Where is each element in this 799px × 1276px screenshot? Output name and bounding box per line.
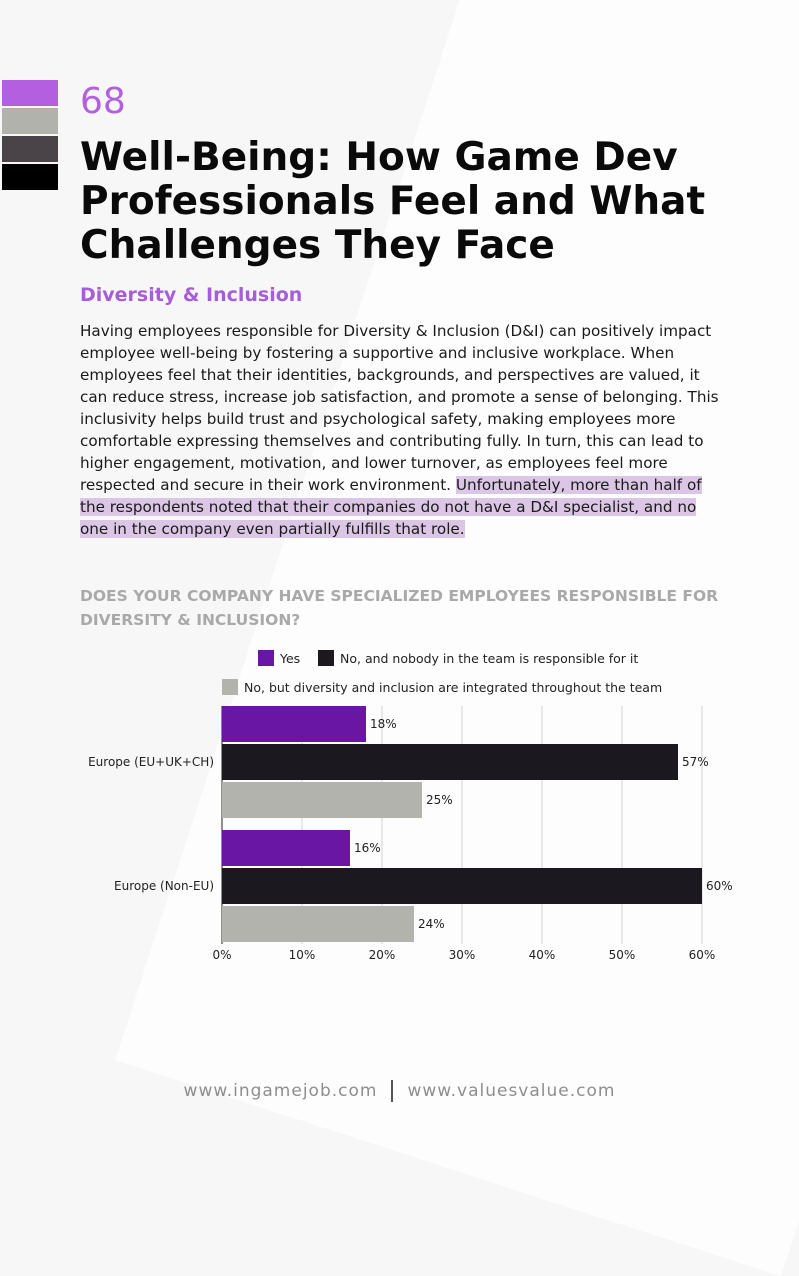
footer-separator bbox=[391, 1080, 394, 1102]
x-tick-label-3: 30% bbox=[449, 948, 476, 962]
x-tick-label-2: 20% bbox=[369, 948, 396, 962]
legend-swatch-2 bbox=[222, 679, 238, 695]
x-tick-label-0: 0% bbox=[212, 948, 231, 962]
legend-label-2: No, but diversity and inclusion are inte… bbox=[244, 680, 662, 695]
swatch-black bbox=[2, 164, 58, 190]
bar-1-0 bbox=[222, 830, 350, 866]
page-title: Well-Being: How Game Dev Professionals F… bbox=[80, 135, 706, 268]
bar-label-1-2: 24% bbox=[418, 917, 445, 931]
bar-chart: Yes No, and nobody in the team is respons… bbox=[88, 650, 733, 962]
category-label-1: Europe (Non-EU) bbox=[114, 879, 214, 893]
bar-0-1 bbox=[222, 744, 678, 780]
bar-1-2 bbox=[222, 906, 414, 942]
bar-label-0-0: 18% bbox=[370, 717, 397, 731]
legend-swatch-0 bbox=[258, 650, 274, 666]
body-text: Having employees responsible for Diversi… bbox=[80, 320, 720, 540]
legend-swatch-1 bbox=[318, 650, 334, 666]
category-label-0: Europe (EU+UK+CH) bbox=[88, 755, 214, 769]
bar-1-1 bbox=[222, 868, 702, 904]
legend-label-1: No, and nobody in the team is responsibl… bbox=[340, 651, 638, 666]
bar-label-1-1: 60% bbox=[706, 879, 733, 893]
chart-question: DOES YOUR COMPANY HAVE SPECIALIZED EMPLO… bbox=[80, 587, 719, 629]
legend-label-0: Yes bbox=[279, 651, 300, 666]
x-tick-label-5: 50% bbox=[609, 948, 636, 962]
bar-label-0-1: 57% bbox=[682, 755, 709, 769]
page-number: 68 bbox=[80, 81, 126, 122]
bar-0-2 bbox=[222, 782, 422, 818]
x-tick-label-4: 40% bbox=[529, 948, 556, 962]
footer-link-ingamejob[interactable]: www.ingamejob.com bbox=[183, 1081, 378, 1101]
bar-label-0-2: 25% bbox=[426, 793, 453, 807]
swatch-purple bbox=[2, 80, 58, 106]
x-tick-label-1: 10% bbox=[289, 948, 316, 962]
swatch-dark bbox=[2, 136, 58, 162]
footer: www.ingamejob.com www.valuesvalue.com bbox=[0, 1080, 799, 1102]
bar-0-0 bbox=[222, 706, 366, 742]
x-tick-label-6: 60% bbox=[689, 948, 716, 962]
body-text-plain: Having employees responsible for Diversi… bbox=[80, 322, 719, 494]
swatch-gray bbox=[2, 108, 58, 134]
footer-link-valuesvalue[interactable]: www.valuesvalue.com bbox=[407, 1081, 616, 1101]
color-swatches bbox=[2, 80, 58, 192]
section-title: Diversity & Inclusion bbox=[80, 284, 303, 306]
bar-label-1-0: 16% bbox=[354, 841, 381, 855]
